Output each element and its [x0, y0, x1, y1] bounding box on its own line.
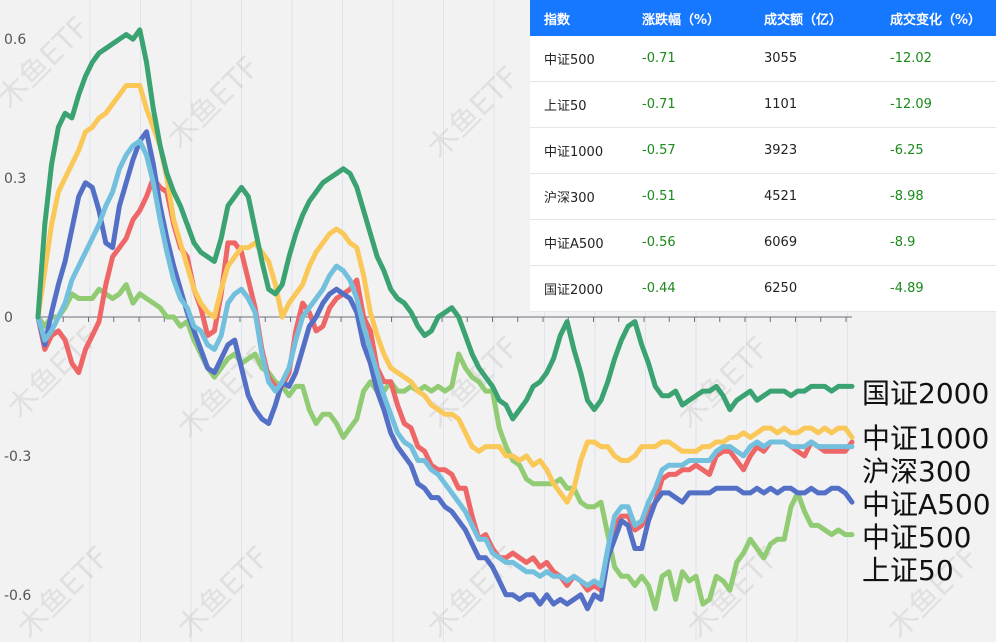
cell-change-pct: -0.51	[628, 173, 750, 220]
end-labels: 国证2000 中证1000 沪深300 中证A500 中证500 上证50	[862, 377, 991, 587]
y-tick-label: 0.6	[4, 32, 26, 48]
y-tick-label: -0.6	[4, 588, 31, 604]
cell-turnover-change: -8.98	[876, 173, 996, 220]
end-label-hushen300: 沪深300	[862, 455, 971, 488]
cell-turnover: 3055	[750, 36, 876, 82]
cell-turnover-change: -12.09	[876, 81, 996, 128]
series-line-中证A500	[35, 129, 855, 612]
watermark-text: 木鱼ETF	[671, 330, 777, 436]
y-tick-label: 0	[4, 310, 13, 326]
y-axis-ticks: 0.6 0.3 0 -0.3 -0.6	[4, 32, 31, 604]
series-line-沪深300	[35, 138, 855, 588]
summary-table: 指数 涨跌幅（%） 成交额（亿） 成交变化（%） 中证500 -0.71 305…	[530, 0, 996, 312]
header-turnover-change: 成交变化（%）	[876, 0, 996, 36]
watermark-text: 木鱼ETF	[681, 540, 787, 642]
header-change-pct: 涨跌幅（%）	[628, 0, 750, 36]
watermark-text: 木鱼ETF	[421, 60, 527, 166]
header-turnover: 成交额（亿）	[750, 0, 876, 36]
cell-turnover: 6250	[750, 265, 876, 312]
table-row: 上证50 -0.71 1101 -12.09	[530, 81, 996, 128]
cell-change-pct: -0.71	[628, 36, 750, 82]
cell-turnover: 4521	[750, 173, 876, 220]
cell-turnover-change: -12.02	[876, 36, 996, 82]
cell-index: 沪深300	[530, 173, 628, 220]
header-index: 指数	[530, 0, 628, 36]
end-label-zhongzheng500: 中证500	[862, 521, 971, 554]
watermark-text: 木鱼ETF	[171, 540, 277, 642]
y-tick-label: -0.3	[4, 449, 31, 465]
series-line-上证50	[35, 282, 855, 612]
table-row: 中证500 -0.71 3055 -12.02	[530, 36, 996, 82]
cell-turnover-change: -6.25	[876, 127, 996, 174]
cell-turnover-change: -4.89	[876, 265, 996, 312]
cell-change-pct: -0.44	[628, 265, 750, 312]
cell-change-pct: -0.71	[628, 81, 750, 128]
end-label-zhongzhenga500: 中证A500	[862, 488, 991, 521]
cell-turnover-change: -8.9	[876, 219, 996, 266]
table-row: 中证A500 -0.56 6069 -8.9	[530, 219, 996, 266]
cell-change-pct: -0.57	[628, 127, 750, 174]
table-row: 中证1000 -0.57 3923 -6.25	[530, 127, 996, 174]
cell-turnover: 1101	[750, 81, 876, 128]
cell-index: 上证50	[530, 81, 628, 128]
series-line-国证2000	[35, 27, 855, 422]
cell-turnover: 6069	[750, 219, 876, 266]
table-header-row: 指数 涨跌幅（%） 成交额（亿） 成交变化（%）	[530, 0, 996, 36]
series-line-中证1000	[35, 83, 855, 505]
table-row: 沪深300 -0.51 4521 -8.98	[530, 173, 996, 220]
cell-index: 中证A500	[530, 219, 628, 266]
end-label-shangzheng50: 上证50	[862, 554, 954, 587]
cell-index: 中证1000	[530, 127, 628, 174]
watermark-text: 木鱼ETF	[0, 10, 97, 116]
watermark-text: 木鱼ETF	[161, 50, 267, 156]
cell-change-pct: -0.56	[628, 219, 750, 266]
end-label-zhongzheng1000: 中证1000	[862, 422, 989, 455]
y-tick-label: 0.3	[4, 171, 26, 187]
x-axis	[37, 316, 852, 322]
cell-index: 中证500	[530, 36, 628, 82]
cell-index: 国证2000	[530, 265, 628, 312]
table-row: 国证2000 -0.44 6250 -4.89	[530, 265, 996, 312]
end-label-guozheng2000: 国证2000	[862, 377, 989, 410]
cell-turnover: 3923	[750, 127, 876, 174]
series-lines	[35, 27, 855, 612]
